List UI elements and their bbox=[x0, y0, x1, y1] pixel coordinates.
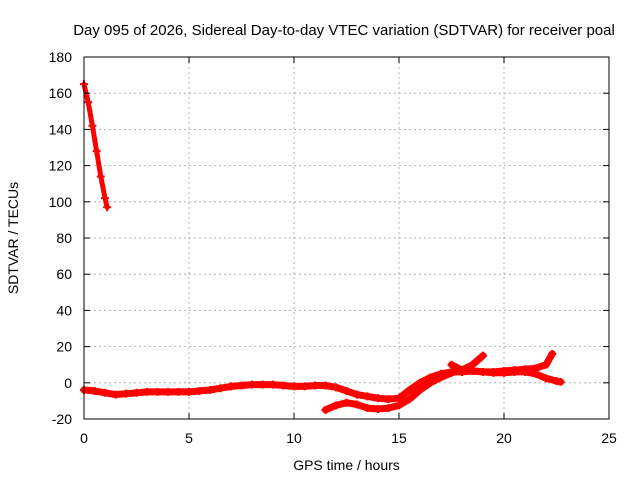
data-point bbox=[164, 387, 172, 396]
data-point bbox=[353, 390, 361, 399]
data-point bbox=[101, 194, 109, 203]
data-point bbox=[542, 360, 550, 369]
data-point bbox=[290, 382, 298, 391]
data-point bbox=[458, 366, 466, 375]
y-axis-label: SDTVAR / TECUs bbox=[5, 182, 21, 294]
y-tick-label: 180 bbox=[49, 49, 73, 65]
y-tick-label: 80 bbox=[56, 230, 72, 246]
data-point bbox=[153, 387, 162, 396]
data-point bbox=[342, 386, 351, 395]
y-tick-label: 100 bbox=[49, 194, 73, 210]
data-point bbox=[521, 365, 529, 374]
data-point bbox=[111, 390, 120, 399]
series-line-3 bbox=[322, 350, 556, 414]
data-point bbox=[363, 404, 372, 413]
data-point bbox=[548, 349, 557, 358]
y-tick-label: 20 bbox=[56, 339, 72, 355]
data-point bbox=[479, 367, 487, 376]
x-tick-label: 15 bbox=[391, 430, 407, 446]
data-point bbox=[447, 360, 456, 369]
x-tick-label: 0 bbox=[80, 430, 88, 446]
data-point bbox=[332, 383, 340, 392]
data-point bbox=[269, 380, 277, 389]
data-point bbox=[489, 367, 498, 376]
data-point bbox=[311, 381, 319, 390]
data-point bbox=[258, 380, 267, 389]
data-point bbox=[122, 389, 130, 398]
chart-title: Day 095 of 2026, Sidereal Day-to-day VTE… bbox=[73, 22, 615, 39]
data-point bbox=[227, 382, 235, 391]
data-point bbox=[556, 377, 565, 386]
data-point bbox=[416, 386, 424, 395]
x-tick-label: 10 bbox=[286, 430, 302, 446]
data-point bbox=[248, 380, 256, 389]
data-point bbox=[332, 401, 340, 410]
data-point bbox=[374, 394, 382, 403]
data-point bbox=[90, 386, 99, 395]
data-point bbox=[479, 351, 487, 360]
data-point bbox=[132, 388, 141, 397]
data-point bbox=[353, 400, 361, 409]
data-point bbox=[447, 368, 456, 377]
y-tick-label: 120 bbox=[49, 158, 73, 174]
data-point bbox=[96, 172, 105, 181]
data-point bbox=[216, 384, 225, 393]
data-point bbox=[384, 404, 393, 413]
data-point bbox=[143, 387, 151, 396]
x-tick-label: 5 bbox=[185, 430, 193, 446]
data-point bbox=[195, 386, 204, 395]
data-point bbox=[342, 398, 351, 407]
grid bbox=[84, 57, 609, 419]
series-line-4 bbox=[448, 352, 487, 374]
data-point bbox=[395, 401, 403, 410]
y-tick-label: 0 bbox=[64, 375, 72, 391]
plot-series bbox=[80, 80, 565, 414]
x-tick-label: 20 bbox=[496, 430, 512, 446]
x-tick-label: 25 bbox=[601, 430, 617, 446]
data-point bbox=[384, 395, 393, 404]
x-axis-label: GPS time / hours bbox=[293, 457, 400, 473]
data-point bbox=[405, 386, 414, 395]
data-point bbox=[542, 374, 550, 383]
y-tick-label: 40 bbox=[56, 302, 72, 318]
data-point bbox=[468, 360, 477, 369]
data-point bbox=[531, 364, 540, 373]
data-point bbox=[437, 373, 445, 382]
data-point bbox=[426, 378, 435, 387]
data-point bbox=[101, 388, 109, 397]
data-point bbox=[88, 121, 97, 130]
data-point bbox=[363, 392, 372, 401]
y-tick-label: 60 bbox=[56, 266, 72, 282]
data-point bbox=[185, 387, 193, 396]
data-point bbox=[237, 381, 246, 390]
data-point bbox=[206, 386, 214, 395]
data-point bbox=[395, 394, 403, 403]
data-point bbox=[279, 381, 288, 390]
data-point bbox=[92, 147, 101, 156]
y-tick-label: -20 bbox=[52, 411, 72, 427]
data-point bbox=[300, 382, 309, 391]
data-point bbox=[174, 387, 183, 396]
axis-ticks: 0 5 10 15 20 25 -20 0 20 40 60 80 100 120 140 160 180 bbox=[49, 49, 617, 446]
data-point bbox=[103, 203, 112, 212]
data-point bbox=[321, 381, 330, 390]
data-point bbox=[416, 378, 424, 387]
data-point bbox=[510, 366, 519, 375]
data-point bbox=[374, 405, 382, 414]
data-point bbox=[500, 367, 508, 376]
data-point bbox=[84, 98, 93, 107]
y-tick-label: 160 bbox=[49, 85, 73, 101]
y-tick-label: 140 bbox=[49, 121, 73, 137]
data-point bbox=[405, 395, 414, 404]
data-point bbox=[321, 405, 330, 414]
